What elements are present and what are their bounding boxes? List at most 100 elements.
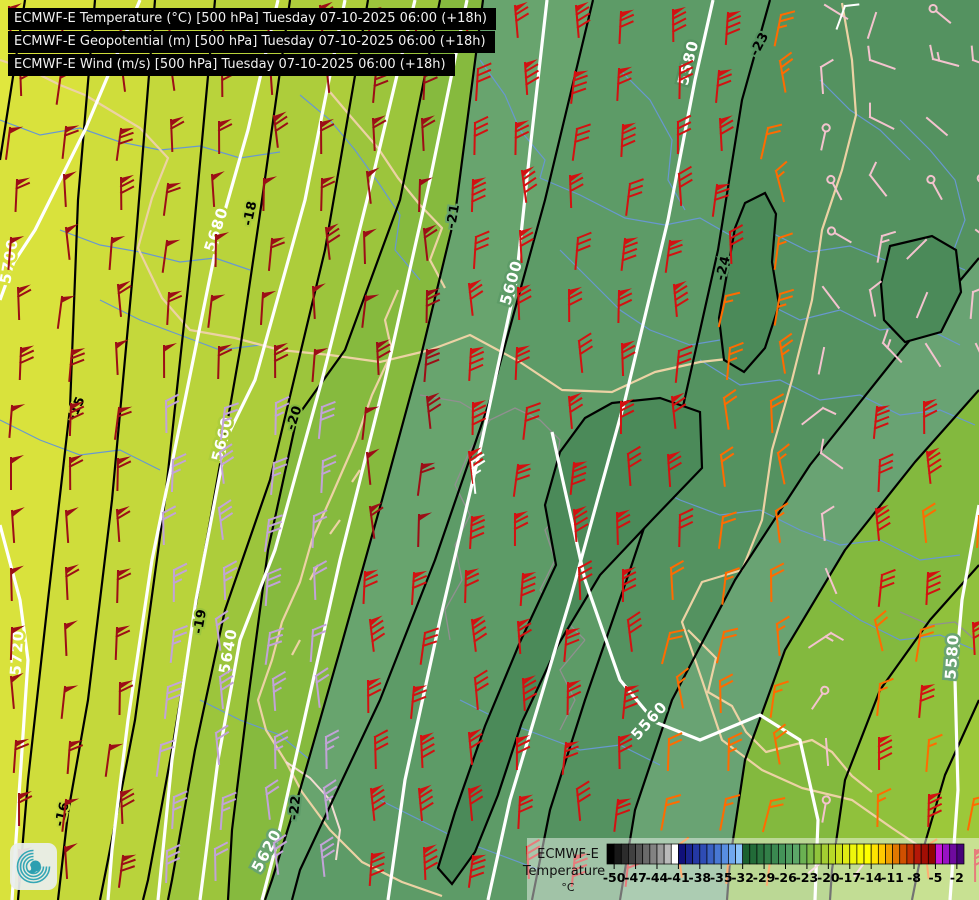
wind-barb — [320, 454, 337, 494]
wind-barb — [309, 623, 327, 662]
wind-barb — [669, 559, 685, 601]
wind-barb — [626, 611, 643, 652]
geo-label: 5580 — [941, 633, 962, 680]
wind-barb — [769, 393, 785, 434]
wind-barb — [10, 507, 25, 543]
wind-barb — [660, 794, 682, 831]
wind-barb — [64, 223, 79, 260]
wind-barb — [169, 624, 188, 663]
wind-barb — [422, 844, 439, 881]
wind-barb — [163, 680, 182, 719]
wind-barb — [311, 283, 326, 320]
wind-barb — [273, 342, 289, 379]
wind-barb — [213, 841, 229, 882]
spiral-logo-icon — [10, 843, 57, 890]
wind-barb — [161, 505, 177, 546]
svg-text:-14: -14 — [860, 870, 883, 885]
wind-barb — [514, 345, 531, 381]
wind-barb — [810, 685, 830, 710]
wind-barb — [162, 342, 177, 379]
wind-barb — [776, 443, 790, 485]
wind-barb — [620, 340, 636, 377]
wind-barb — [114, 625, 131, 661]
wind-barb — [881, 329, 903, 364]
wind-barb — [759, 123, 783, 160]
wind-barb — [666, 451, 682, 487]
svg-text:-2: -2 — [950, 870, 964, 885]
wind-barb — [274, 395, 290, 436]
wind-barb — [774, 502, 789, 543]
temperature-legend: ECMWF-E Temperature °C -50-47-44-41-38-3… — [522, 838, 979, 900]
wind-barb — [971, 619, 979, 656]
wind-barb — [769, 562, 785, 603]
wind-barb — [821, 795, 831, 823]
wind-barb — [574, 231, 592, 270]
wind-barb — [572, 506, 589, 542]
wind-barb — [422, 224, 438, 261]
wind-barb — [677, 165, 693, 206]
wind-barb — [272, 111, 289, 148]
wind-barb — [419, 732, 436, 769]
svg-text:-32: -32 — [731, 870, 754, 885]
wind-barb — [420, 115, 436, 152]
wind-barb — [821, 285, 841, 310]
wind-barb — [475, 62, 492, 102]
map-header: ECMWF-E Temperature (°C) [500 hPa] Tuesd… — [8, 8, 497, 77]
wind-barb — [270, 456, 288, 495]
wind-barb — [928, 3, 952, 24]
wind-barb — [922, 398, 938, 435]
wind-barb — [264, 627, 284, 665]
wind-barb — [470, 453, 486, 494]
wind-barb — [824, 737, 830, 766]
country-borders — [0, 2, 961, 898]
wind-barb — [214, 724, 230, 765]
wind-barb — [568, 172, 584, 209]
wind-barb — [522, 402, 541, 440]
wind-barb — [222, 560, 238, 601]
wind-barb — [824, 567, 838, 595]
wind-barb — [817, 346, 826, 375]
svg-text:-38: -38 — [689, 870, 712, 885]
wind-barb — [617, 733, 633, 770]
wind-barb — [169, 116, 185, 153]
svg-text:-17: -17 — [838, 870, 861, 885]
wind-barb — [719, 446, 735, 487]
wind-barb — [778, 332, 794, 374]
wind-barb — [676, 114, 692, 155]
wind-barb — [672, 280, 689, 317]
svg-text:-5: -5 — [928, 870, 942, 885]
wind-barb — [314, 667, 330, 708]
wind-barb — [973, 846, 979, 883]
wind-barb — [876, 677, 894, 716]
wind-barb — [876, 787, 892, 828]
wind-barb — [371, 115, 387, 152]
wind-barb — [866, 11, 878, 40]
wind-barb — [472, 230, 490, 269]
wind-barb — [567, 392, 584, 429]
wind-barb — [819, 58, 834, 94]
header-line-wind: ECMWF-E Wind (m/s) [500 hPa] Tuesday 07-… — [8, 54, 455, 76]
svg-text:-47: -47 — [624, 870, 647, 885]
wind-barb — [470, 615, 488, 652]
wind-barb — [925, 447, 943, 484]
wind-barb — [826, 226, 852, 244]
wind-barb — [264, 779, 280, 820]
wind-barb — [272, 834, 288, 875]
wind-barb — [721, 567, 740, 605]
wind-barb — [775, 615, 790, 656]
temp-label: -18 — [241, 199, 261, 227]
wind-barb — [877, 453, 894, 493]
wind-barb — [219, 791, 237, 830]
wind-barb — [874, 504, 891, 541]
wind-barb — [467, 279, 484, 316]
temp-label: -21 — [444, 203, 463, 230]
wind-barb — [267, 237, 286, 271]
wind-barb — [63, 843, 78, 879]
wind-barb — [410, 685, 428, 719]
wind-barb — [218, 443, 235, 484]
wind-barb — [773, 288, 795, 326]
wind-barb — [369, 784, 386, 821]
legend-tick-labels: -50-47-44-41-38-35-32-29-26-23-20-17-14-… — [603, 864, 964, 885]
wind-barb — [571, 123, 591, 161]
wind-barb — [778, 51, 794, 93]
